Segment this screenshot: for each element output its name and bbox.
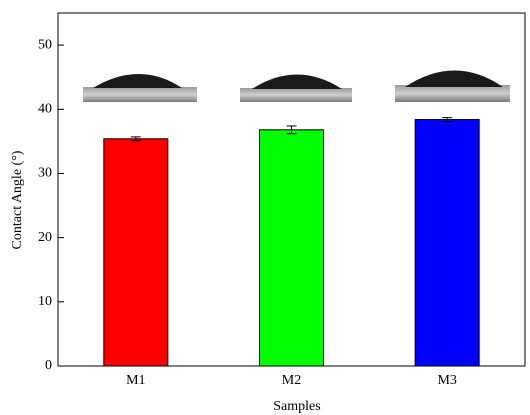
droplet xyxy=(252,74,342,89)
x-axis-label: Samples xyxy=(273,399,320,414)
x-tick-label: M2 xyxy=(282,373,301,388)
y-tick-label: 30 xyxy=(38,166,52,181)
droplet xyxy=(93,74,182,88)
droplet xyxy=(405,70,503,87)
y-tick-label: 50 xyxy=(38,37,52,52)
y-tick-label: 20 xyxy=(38,230,52,245)
y-tick-label: 0 xyxy=(45,358,52,373)
y-tick-label: 10 xyxy=(38,294,52,309)
bar xyxy=(259,129,324,367)
bar xyxy=(414,119,480,367)
droplet-substrate xyxy=(240,88,352,102)
droplet-substrate xyxy=(395,85,510,102)
y-axis-label: Contact Angle (°) xyxy=(10,150,25,249)
bar xyxy=(103,138,169,367)
droplet-substrate xyxy=(83,87,197,102)
droplet-images xyxy=(83,70,510,102)
x-tick-label: M3 xyxy=(437,373,456,388)
x-tick-label: M1 xyxy=(126,373,145,388)
y-tick-label: 40 xyxy=(38,101,52,116)
